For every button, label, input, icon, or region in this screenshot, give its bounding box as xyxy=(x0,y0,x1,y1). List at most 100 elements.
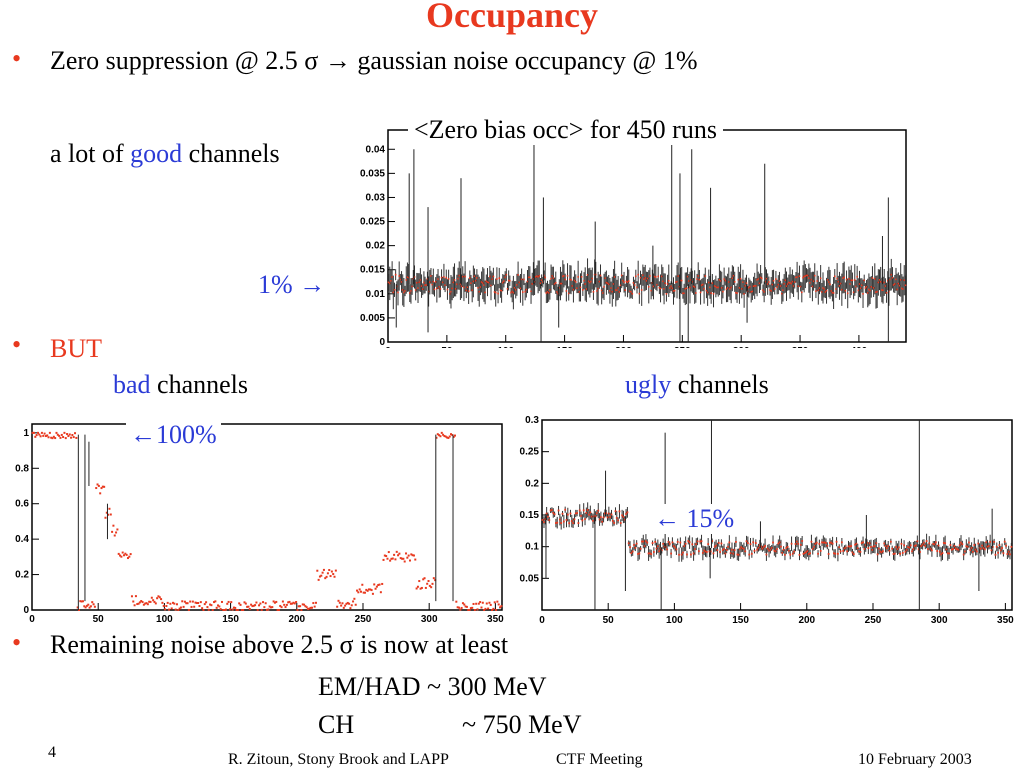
data-point xyxy=(444,435,447,438)
data-point xyxy=(567,292,570,295)
data-point xyxy=(944,542,947,545)
data-point xyxy=(165,605,168,608)
data-point xyxy=(733,549,736,552)
data-point xyxy=(476,608,479,611)
data-point xyxy=(424,586,427,589)
plot-frame xyxy=(31,423,503,611)
data-point xyxy=(134,595,137,598)
data-point xyxy=(157,595,160,598)
data-point xyxy=(390,280,392,282)
data-point xyxy=(647,285,650,288)
data-point xyxy=(786,283,789,285)
data-point xyxy=(612,283,615,285)
data-point xyxy=(830,541,833,544)
data-point xyxy=(651,542,654,544)
data-point xyxy=(227,600,230,603)
data-point xyxy=(733,281,736,283)
data-point xyxy=(723,548,725,550)
data-point xyxy=(266,608,268,611)
data-point xyxy=(748,553,751,556)
data-point xyxy=(886,279,889,282)
data-point xyxy=(843,547,846,550)
data-point xyxy=(881,289,883,291)
data-point xyxy=(558,286,561,289)
plot2-svg: 0 50 100 150 200 250 300 350 0 0.2 0.4 0.6 0.8 1 xyxy=(15,423,504,625)
data-point xyxy=(615,289,617,291)
data-point xyxy=(423,281,425,284)
data-point xyxy=(505,273,508,276)
data-point xyxy=(703,549,706,552)
data-point xyxy=(56,433,59,436)
data-point xyxy=(545,292,548,294)
data-point xyxy=(52,435,55,438)
data-point xyxy=(557,509,560,512)
data-point xyxy=(281,600,284,603)
data-point xyxy=(993,540,996,543)
data-point xyxy=(116,528,119,531)
data-point xyxy=(695,543,698,546)
data-point xyxy=(471,606,474,609)
data-point xyxy=(387,551,390,554)
data-point xyxy=(823,288,825,290)
data-point xyxy=(578,291,581,293)
data-point xyxy=(765,277,768,280)
data-point xyxy=(449,292,451,295)
data-point xyxy=(794,543,797,545)
data-point xyxy=(991,546,994,548)
data-point xyxy=(835,288,837,290)
data-point xyxy=(797,542,800,545)
data-point xyxy=(399,557,402,560)
data-point xyxy=(626,281,629,283)
data-point xyxy=(552,277,555,279)
data-point xyxy=(995,545,998,548)
data-point xyxy=(640,289,643,291)
data-point xyxy=(736,292,738,294)
good-suffix: channels xyxy=(182,139,280,168)
data-point xyxy=(142,603,145,606)
data-point xyxy=(574,512,577,515)
y-tick-label: 0 xyxy=(379,337,385,348)
data-point xyxy=(434,281,437,283)
data-point xyxy=(901,551,904,554)
data-point xyxy=(817,289,820,292)
data-point xyxy=(426,278,429,280)
data-point xyxy=(275,600,278,603)
data-point xyxy=(716,286,718,289)
data-point xyxy=(770,547,773,549)
data-point xyxy=(642,540,645,543)
y-tick-label: 0.025 xyxy=(360,217,385,228)
x-tick-label: 300 xyxy=(733,346,750,348)
data-point xyxy=(553,283,556,285)
data-point xyxy=(392,291,395,294)
data-point xyxy=(844,289,847,292)
data-point xyxy=(851,551,854,554)
data-point xyxy=(529,276,531,279)
data-point xyxy=(916,540,919,543)
data-point xyxy=(125,553,128,556)
data-point xyxy=(731,548,733,551)
data-point xyxy=(768,549,770,552)
data-point xyxy=(424,284,426,286)
data-point xyxy=(440,276,443,279)
x-tick-label: 350 xyxy=(487,614,504,625)
data-point xyxy=(399,278,402,281)
data-point xyxy=(124,552,127,555)
data-point xyxy=(133,604,136,607)
data-point xyxy=(369,588,372,591)
data-point xyxy=(658,286,661,289)
footer-author: R. Zitoun, Stony Brook and LAPP xyxy=(228,751,449,768)
data-point xyxy=(414,558,417,561)
data-point xyxy=(291,602,294,605)
data-point xyxy=(303,603,306,606)
data-point xyxy=(856,547,859,550)
data-point xyxy=(1010,545,1013,548)
data-point xyxy=(418,580,421,583)
hundred-percent-label: ←100% xyxy=(126,420,221,450)
x-tick-label: 100 xyxy=(497,346,514,348)
data-point xyxy=(847,545,850,548)
data-point xyxy=(766,547,769,550)
data-point xyxy=(642,274,644,276)
data-point xyxy=(808,277,810,279)
data-point xyxy=(619,284,622,287)
data-point xyxy=(757,278,760,280)
